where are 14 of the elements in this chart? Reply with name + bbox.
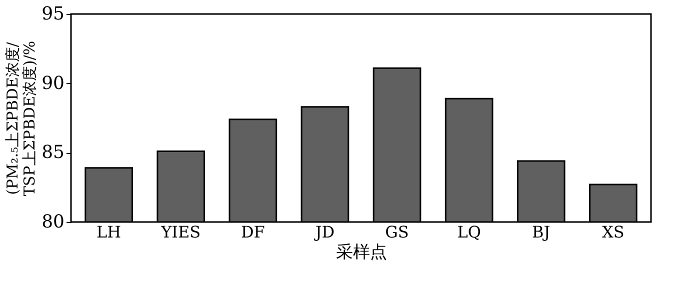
x-tick-label: DF	[240, 222, 265, 242]
y-tick-label: 90	[42, 72, 64, 94]
x-tick-label: GS	[385, 222, 409, 242]
x-tick-label: LQ	[457, 222, 481, 242]
y-tick-label: 95	[42, 4, 64, 24]
x-tick-label: JD	[313, 222, 335, 242]
x-tick-label: BJ	[532, 222, 550, 242]
x-tick-label: LH	[96, 222, 122, 242]
x-axis-title: 采样点	[336, 242, 387, 262]
y-tick-label: 80	[42, 212, 64, 232]
x-tick-label: XS	[602, 222, 624, 242]
y-tick-label: 85	[42, 142, 64, 164]
x-tick-label: YIES	[160, 222, 201, 242]
y-axis-title: (PM₂.₅上ΣPBDE浓度/ TSP上ΣPBDE浓度)/%	[4, 40, 39, 196]
